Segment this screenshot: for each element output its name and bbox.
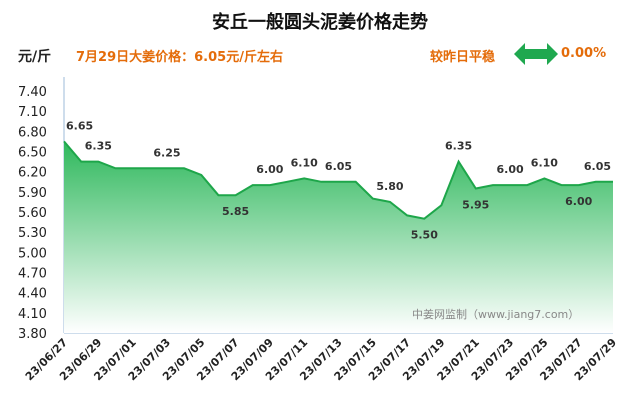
- compare-label: 较昨日平稳: [430, 50, 496, 65]
- chart-title: 安丘一般圆头泥姜价格走势: [212, 12, 428, 33]
- data-labels: 6.65 6.35 6.25 5.85 6.00 6.10 6.05 5.80 5.50 6.35…: [66, 119, 611, 241]
- data-label: 6.05: [584, 160, 611, 173]
- y-tick-label: 6.50: [18, 146, 47, 161]
- data-label: 6.35: [445, 140, 472, 153]
- data-label: 6.35: [85, 140, 112, 153]
- y-tick-label: 6.20: [18, 166, 47, 181]
- change-percent: 0.00%: [561, 46, 607, 61]
- y-tick-label: 7.40: [18, 85, 47, 100]
- data-label: 5.95: [462, 198, 489, 211]
- y-tick-label: 6.80: [18, 125, 47, 140]
- data-label: 6.10: [291, 156, 318, 169]
- data-label: 5.85: [222, 205, 249, 218]
- y-tick-label: 7.10: [18, 105, 47, 120]
- y-tick-label: 4.40: [18, 287, 47, 302]
- price-line: [63, 140, 613, 220]
- y-tick-label: 5.30: [18, 226, 47, 241]
- y-tick-label: 5.90: [18, 186, 47, 201]
- y-tick-label: 5.00: [18, 246, 47, 261]
- data-label: 6.10: [531, 156, 558, 169]
- data-label: 6.05: [325, 160, 352, 173]
- y-tick-label: 4.10: [18, 307, 47, 322]
- data-label: 6.00: [565, 195, 592, 208]
- data-label: 6.00: [256, 163, 283, 176]
- y-unit-label: 元/斤: [18, 49, 52, 65]
- y-tick-label: 4.70: [18, 267, 47, 282]
- today-price-text: 7月29日大姜价格：6.05元/斤左右: [76, 50, 283, 65]
- data-label: 6.65: [66, 119, 93, 132]
- y-axis: 7.40 7.10 6.80 6.50 6.20 5.90 5.60 5.30 5.00 4.70…: [18, 77, 65, 342]
- data-label: 5.50: [411, 229, 438, 242]
- y-tick-label: 5.60: [18, 206, 47, 221]
- x-axis: 23/06/2723/06/2923/07/0123/07/0323/07/05…: [23, 332, 619, 383]
- watermark: 中姜网监制（www.jiang7.com）: [412, 307, 579, 321]
- y-tick-label: 3.80: [18, 327, 47, 342]
- data-label: 5.80: [376, 180, 403, 193]
- double-arrow-icon: [514, 43, 558, 65]
- data-label: 6.00: [496, 163, 523, 176]
- data-label: 6.25: [153, 146, 180, 159]
